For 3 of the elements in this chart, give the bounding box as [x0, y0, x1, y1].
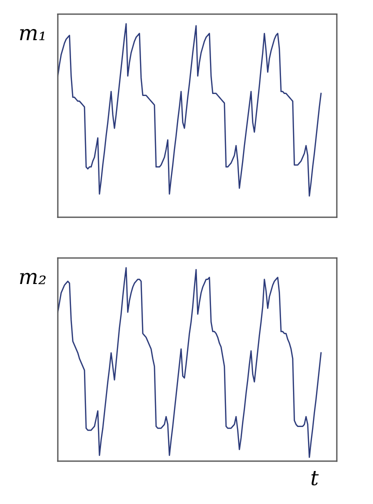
x-axis-title: t	[311, 470, 319, 486]
y-axis-title: m₁	[20, 28, 44, 40]
y-axis-title: m₂	[20, 272, 46, 284]
